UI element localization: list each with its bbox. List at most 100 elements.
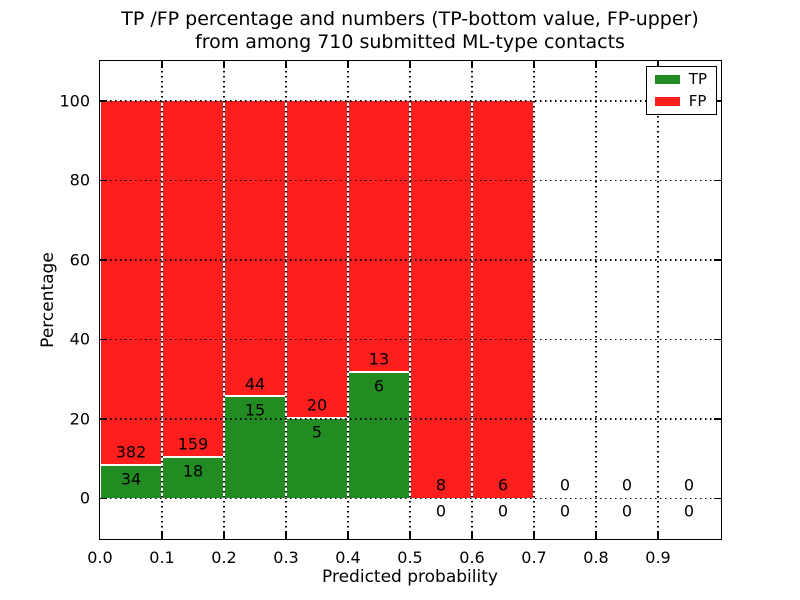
fp-count-label: 44 (244, 374, 266, 394)
x-tick-mark (161, 532, 163, 539)
vertical-gridline (595, 61, 597, 539)
legend-label: TP (688, 70, 707, 88)
x-tick-mark (409, 61, 411, 68)
y-tick-mark (714, 338, 721, 340)
horizontal-gridline (100, 497, 721, 499)
fp-bar-segment (473, 100, 533, 499)
fp-count-label: 0 (683, 475, 695, 495)
y-tick-label: 0 (79, 488, 90, 508)
x-tick-label: 0.2 (211, 548, 237, 567)
x-tick-mark (285, 61, 287, 68)
y-tick-mark (100, 338, 107, 340)
tp-count-label: 34 (120, 469, 142, 489)
fp-count-label: 382 (115, 442, 147, 462)
y-tick-mark (100, 100, 107, 102)
x-tick-mark (471, 532, 473, 539)
x-tick-label: 0.6 (459, 548, 485, 567)
tp-count-label: 15 (244, 400, 266, 420)
legend-label: FP (688, 92, 707, 110)
fp-bar-segment (411, 100, 471, 499)
grid-layer (100, 61, 721, 539)
tp-count-label: 0 (497, 501, 509, 521)
chart-title-line2: from among 710 submitted ML-type contact… (195, 31, 625, 53)
tp-bar-segment (287, 418, 347, 499)
x-tick-label: 0.4 (335, 548, 361, 567)
vertical-gridline (533, 61, 535, 539)
chart-title-line1: TP /FP percentage and numbers (TP-bottom… (121, 8, 699, 30)
x-tick-mark (285, 532, 287, 539)
fp-count-label: 20 (306, 395, 328, 415)
tp-count-label: 0 (621, 501, 633, 521)
y-tick-mark (714, 179, 721, 181)
x-tick-mark (223, 532, 225, 539)
vertical-gridline (471, 61, 473, 539)
horizontal-gridline (100, 418, 721, 420)
vertical-gridline (223, 61, 225, 539)
y-tick-label: 60 (69, 250, 90, 270)
tp-bar-segment (163, 457, 223, 499)
bar-annotations-layer: 382 34 159 18 44 15 20 5 13 6 8 0 6 0 0 0 0 0 0 0 (100, 61, 721, 539)
y-tick-label: 100 (59, 91, 90, 111)
fp-count-label: 8 (435, 475, 447, 495)
fp-count-label: 13 (368, 349, 390, 369)
x-axis-label: Predicted probability (322, 567, 498, 587)
y-tick-mark (714, 100, 721, 102)
bars-layer (100, 61, 721, 539)
x-tick-label: 0.5 (397, 548, 423, 567)
plot-area: 382 34 159 18 44 15 20 5 13 6 8 0 6 0 0 0 0 0 0 0 TP FP (99, 60, 722, 540)
y-tick-mark (100, 179, 107, 181)
fp-count-label: 0 (621, 475, 633, 495)
x-tick-label: 0.8 (583, 548, 609, 567)
x-tick-mark (223, 61, 225, 68)
y-tick-mark (714, 259, 721, 261)
y-tick-mark (714, 418, 721, 420)
fp-bar-segment (225, 100, 285, 398)
y-tick-label: 20 (69, 409, 90, 429)
tp-bar-segment (101, 465, 161, 499)
vertical-gridline (347, 61, 349, 539)
x-tick-mark (471, 61, 473, 68)
y-tick-mark (100, 497, 107, 499)
tp-count-label: 5 (311, 422, 323, 442)
axis-ticks-layer (100, 61, 721, 539)
tp-count-label: 6 (373, 376, 385, 396)
fp-count-label: 6 (497, 475, 509, 495)
x-tick-mark (657, 61, 659, 68)
vertical-gridline (285, 61, 287, 539)
legend: TP FP (645, 66, 717, 115)
y-tick-label: 40 (69, 329, 90, 349)
x-tick-mark (657, 532, 659, 539)
tp-count-label: 0 (683, 501, 695, 521)
horizontal-gridline (100, 179, 721, 181)
vertical-gridline (161, 61, 163, 539)
tp-count-label: 0 (435, 501, 447, 521)
y-tick-mark (714, 497, 721, 499)
y-tick-mark (100, 259, 107, 261)
chart-title: TP /FP percentage and numbers (TP-bottom… (100, 8, 720, 54)
tp-bar-segment (349, 372, 409, 499)
x-tick-mark (533, 532, 535, 539)
y-tick-mark (100, 418, 107, 420)
x-tick-label: 0.0 (87, 548, 113, 567)
x-tick-mark (409, 532, 411, 539)
x-tick-mark (533, 61, 535, 68)
x-tick-mark (161, 61, 163, 68)
tp-bar-segment (225, 397, 285, 499)
tp-count-label: 0 (559, 501, 571, 521)
fp-bar-segment (163, 100, 223, 458)
fp-bar-segment (101, 100, 161, 466)
fp-bar-segment (349, 100, 409, 373)
x-tick-mark (347, 532, 349, 539)
x-tick-label: 0.1 (149, 548, 175, 567)
tp-count-label: 18 (182, 461, 204, 481)
x-tick-mark (595, 532, 597, 539)
fp-count-label: 159 (177, 434, 209, 454)
fp-legend-swatch (654, 97, 680, 106)
vertical-gridline (409, 61, 411, 539)
horizontal-gridline (100, 100, 721, 102)
legend-entry-fp: FP (654, 92, 707, 110)
y-tick-label: 80 (69, 170, 90, 190)
x-tick-label: 0.3 (273, 548, 299, 567)
legend-entry-tp: TP (654, 70, 707, 88)
